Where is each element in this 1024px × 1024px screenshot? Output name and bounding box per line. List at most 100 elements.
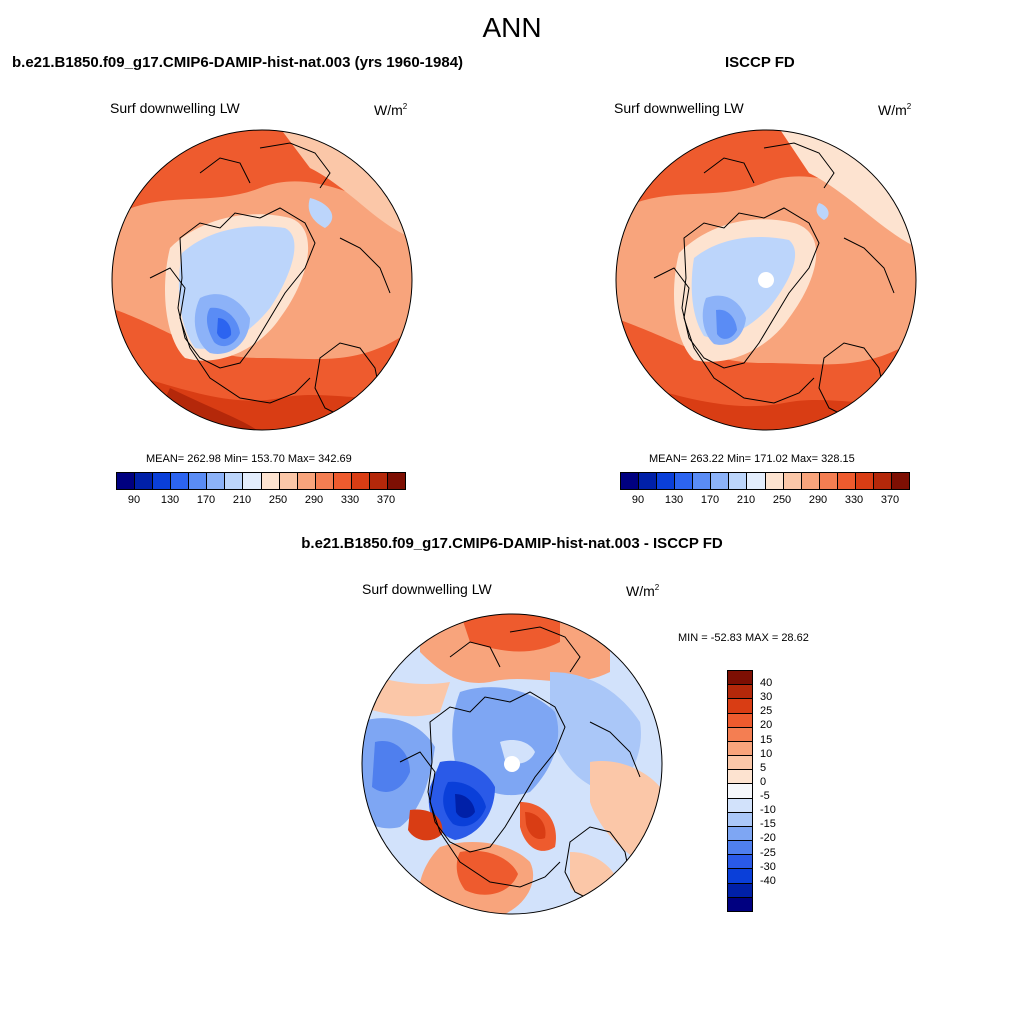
colorbar-tick-label: 330 <box>844 494 864 506</box>
diff-unit-label: W/m2 <box>626 583 660 599</box>
colorbar-swatch <box>819 473 838 489</box>
panel2-stats: MEAN= 263.22 Min= 171.02 Max= 328.15 <box>649 453 855 465</box>
colorbar-swatch <box>873 473 892 489</box>
colorbar-tick-label: 90 <box>127 494 141 506</box>
colorbar-swatch <box>135 473 154 489</box>
colorbar-swatch <box>117 473 136 489</box>
colorbar-tick-label: 20 <box>760 719 773 732</box>
colorbar-swatch <box>728 798 752 813</box>
colorbar-swatch <box>747 473 766 489</box>
panel1-stats: MEAN= 262.98 Min= 153.70 Max= 342.69 <box>146 453 352 465</box>
colorbar-tick-label: 290 <box>304 494 324 506</box>
colorbar-swatch <box>315 473 334 489</box>
colorbar-tick-label: -20 <box>760 832 776 845</box>
colorbar-swatch <box>728 756 752 771</box>
colorbar-swatch <box>351 473 370 489</box>
colorbar-tick-label: 290 <box>808 494 828 506</box>
colorbar-tick-label: 10 <box>760 747 773 760</box>
colorbar-tick-label: 0 <box>760 775 767 788</box>
diff-variable-label: Surf downwelling LW <box>362 581 492 597</box>
colorbar-swatch <box>728 841 752 856</box>
colorbar-tick-label: 330 <box>340 494 360 506</box>
colorbar-tick-label: 25 <box>760 705 773 718</box>
colorbar-swatch <box>783 473 802 489</box>
colorbar-swatch <box>728 770 752 785</box>
main-title: ANN <box>482 12 542 43</box>
colorbar-swatch <box>693 473 712 489</box>
colorbar-tick-label: 170 <box>196 494 216 506</box>
colorbar-tick-label: -30 <box>760 860 776 873</box>
panel1-unit-label: W/m2 <box>374 102 408 118</box>
panel2-colorbar-ticks: 90 130 170 210 250 290 330 370 <box>620 494 908 508</box>
colorbar-tick-label: -10 <box>760 804 776 817</box>
colorbar-swatch <box>261 473 280 489</box>
colorbar-swatch <box>639 473 658 489</box>
colorbar-swatch <box>855 473 874 489</box>
colorbar-swatch <box>728 671 752 686</box>
colorbar-tick-label: 370 <box>880 494 900 506</box>
colorbar-swatch <box>728 699 752 714</box>
colorbar-tick-label: 170 <box>700 494 720 506</box>
colorbar-tick-label: 370 <box>376 494 396 506</box>
panel2-colorbar <box>620 472 910 490</box>
colorbar-swatch <box>729 473 748 489</box>
colorbar-swatch <box>891 473 909 489</box>
panel2-case-title: ISCCP FD <box>725 54 795 71</box>
colorbar-tick-label: 130 <box>160 494 180 506</box>
colorbar-swatch <box>728 727 752 742</box>
colorbar-swatch <box>657 473 676 489</box>
colorbar-swatch <box>675 473 694 489</box>
colorbar-swatch <box>297 473 316 489</box>
colorbar-swatch <box>728 883 752 898</box>
panel1-variable-label: Surf downwelling LW <box>110 100 240 116</box>
colorbar-tick-label: 15 <box>760 733 773 746</box>
colorbar-swatch <box>207 473 226 489</box>
panel2-variable-label: Surf downwelling LW <box>614 100 744 116</box>
panel1-polar-map <box>111 129 413 431</box>
colorbar-swatch <box>837 473 856 489</box>
colorbar-swatch <box>728 897 752 911</box>
colorbar-swatch <box>728 741 752 757</box>
colorbar-swatch <box>801 473 820 489</box>
colorbar-tick-label: 130 <box>664 494 684 506</box>
colorbar-swatch <box>279 473 298 489</box>
colorbar-swatch <box>728 812 752 827</box>
panel1-colorbar-ticks: 90 130 170 210 250 290 330 370 <box>116 494 404 508</box>
colorbar-swatch <box>171 473 190 489</box>
panel2-unit-label: W/m2 <box>878 102 912 118</box>
colorbar-tick-label: -40 <box>760 874 776 887</box>
colorbar-swatch <box>189 473 208 489</box>
diff-colorbar-ticks: 40 30 25 20 15 10 5 0 -5 -10 -15 -20 -25 -30 -40 <box>760 670 800 910</box>
colorbar-swatch <box>711 473 730 489</box>
diff-stats: MIN = -52.83 MAX = 28.62 <box>678 632 809 644</box>
colorbar-swatch <box>333 473 352 489</box>
diff-case-title: b.e21.B1850.f09_g17.CMIP6-DAMIP-hist-nat… <box>301 535 723 552</box>
colorbar-tick-label: 250 <box>772 494 792 506</box>
colorbar-swatch <box>728 713 752 728</box>
colorbar-swatch <box>728 855 752 870</box>
colorbar-swatch <box>369 473 388 489</box>
panel2-polar-map <box>615 129 917 431</box>
colorbar-tick-label: -15 <box>760 818 776 831</box>
colorbar-tick-label: 210 <box>736 494 756 506</box>
colorbar-swatch <box>728 869 752 884</box>
colorbar-swatch <box>243 473 262 489</box>
colorbar-swatch <box>387 473 405 489</box>
colorbar-swatch <box>728 784 752 799</box>
colorbar-swatch <box>728 826 752 842</box>
colorbar-swatch <box>728 685 752 700</box>
colorbar-tick-label: -25 <box>760 846 776 859</box>
colorbar-swatch <box>153 473 172 489</box>
colorbar-tick-label: 40 <box>760 677 773 690</box>
colorbar-tick-label: 90 <box>631 494 645 506</box>
colorbar-tick-label: 5 <box>760 761 767 774</box>
colorbar-swatch <box>765 473 784 489</box>
diff-polar-map <box>361 613 663 915</box>
panel1-case-title: b.e21.B1850.f09_g17.CMIP6-DAMIP-hist-nat… <box>12 54 464 71</box>
colorbar-tick-label: -5 <box>760 790 770 803</box>
colorbar-tick-label: 250 <box>268 494 288 506</box>
colorbar-tick-label: 210 <box>232 494 252 506</box>
panel1-colorbar <box>116 472 406 490</box>
colorbar-swatch <box>621 473 640 489</box>
colorbar-tick-label: 30 <box>760 691 773 704</box>
